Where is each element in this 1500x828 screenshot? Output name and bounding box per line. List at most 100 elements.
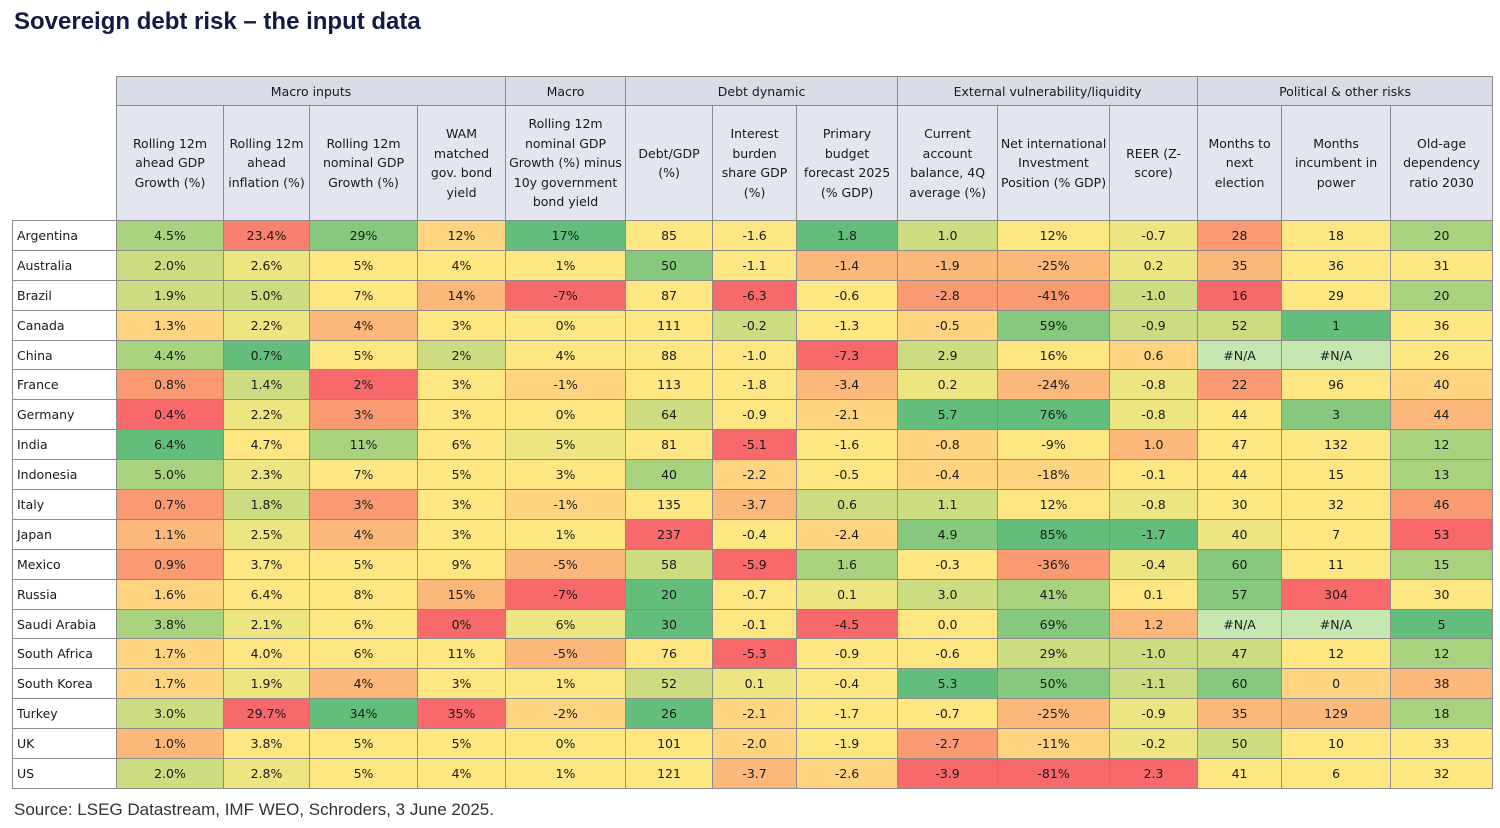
- value-cell: -0.5: [897, 309, 999, 341]
- value-cell: 22: [1197, 369, 1283, 401]
- value-cell: 4.0%: [223, 638, 310, 670]
- value-cell: 20: [625, 578, 714, 610]
- column-header: Rolling 12m ahead GDP Growth (%): [116, 105, 224, 221]
- value-cell: 1.8%: [223, 489, 310, 520]
- value-cell: 0.9%: [116, 548, 224, 580]
- value-cell: 5.0%: [116, 459, 224, 491]
- value-cell: 3.8%: [116, 608, 224, 640]
- value-cell: #N/A: [1197, 608, 1283, 640]
- column-header: REER (Z-score): [1109, 105, 1199, 221]
- value-cell: 3%: [416, 399, 507, 431]
- country-cell: India: [12, 429, 117, 461]
- country-cell: Australia: [12, 249, 117, 281]
- value-cell: -3.4: [796, 369, 899, 401]
- column-header: Primary budget forecast 2025 (% GDP): [796, 105, 899, 221]
- value-cell: 59%: [997, 309, 1111, 341]
- value-cell: 60: [1197, 548, 1283, 580]
- value-cell: 111: [625, 309, 714, 341]
- value-cell: -2.7: [897, 728, 999, 760]
- country-cell: Japan: [12, 518, 117, 550]
- value-cell: 76%: [997, 399, 1111, 431]
- group-header: Debt dynamic: [625, 76, 899, 106]
- value-cell: 0.2: [897, 369, 999, 401]
- value-cell: 16%: [997, 339, 1111, 371]
- value-cell: -1.6: [712, 220, 798, 251]
- value-cell: 3.8%: [223, 728, 310, 760]
- value-cell: #N/A: [1281, 608, 1392, 640]
- country-cell: Mexico: [12, 548, 117, 580]
- value-cell: 132: [1281, 429, 1392, 461]
- value-cell: -1.9: [796, 728, 899, 760]
- value-cell: 11%: [309, 429, 418, 461]
- value-cell: -0.4: [796, 668, 899, 700]
- value-cell: 33: [1390, 728, 1494, 760]
- value-cell: -1%: [505, 489, 627, 520]
- value-cell: 0: [1281, 668, 1392, 700]
- country-cell: Brazil: [12, 279, 117, 311]
- value-cell: -24%: [997, 369, 1111, 401]
- value-cell: 3%: [505, 459, 627, 491]
- value-cell: -2.8: [897, 279, 999, 311]
- value-cell: -5.3: [712, 638, 798, 670]
- value-cell: -0.2: [712, 309, 798, 341]
- value-cell: 1.1%: [116, 518, 224, 550]
- value-cell: -0.1: [712, 608, 798, 640]
- value-cell: 47: [1197, 638, 1283, 670]
- value-cell: 5%: [309, 339, 418, 371]
- value-cell: 3: [1281, 399, 1392, 431]
- value-cell: -7%: [505, 578, 627, 610]
- value-cell: -3.7: [712, 489, 798, 520]
- value-cell: -1.7: [796, 698, 899, 730]
- country-cell: Germany: [12, 399, 117, 431]
- column-header: Interest burden share GDP (%): [712, 105, 798, 221]
- value-cell: -1.6: [796, 429, 899, 461]
- column-header: Net international Investment Position (%…: [997, 105, 1111, 221]
- table-row: US 2.0% 2.8% 5% 4% 1% 121 -3.7 -2.6 -3.9 -81% 2.3 41…: [12, 758, 1494, 789]
- country-cell: UK: [12, 728, 117, 760]
- value-cell: 0.7%: [116, 489, 224, 520]
- value-cell: -0.4: [712, 518, 798, 550]
- value-cell: 7%: [309, 279, 418, 311]
- value-cell: 6%: [309, 638, 418, 670]
- table-row: Russia 1.6% 6.4% 8% 15% -7% 20 -0.7 0.1 3.0 41% 0.1…: [12, 578, 1494, 610]
- value-cell: 81: [625, 429, 714, 461]
- value-cell: 38: [1390, 668, 1494, 700]
- value-cell: 11%: [416, 638, 507, 670]
- value-cell: 3.0%: [116, 698, 224, 730]
- table-row: Argentina 4.5% 23.4% 29% 12% 17% 85 -1.6 1.8 1.0 1…: [12, 220, 1494, 251]
- value-cell: 88: [625, 339, 714, 371]
- country-cell: China: [12, 339, 117, 371]
- value-cell: 0.7%: [223, 339, 310, 371]
- value-cell: 1.0: [1109, 429, 1199, 461]
- group-header: Political & other risks: [1197, 76, 1494, 106]
- value-cell: -2%: [505, 698, 627, 730]
- value-cell: 2.0%: [116, 758, 224, 789]
- value-cell: -1%: [505, 369, 627, 401]
- table-row: Italy 0.7% 1.8% 3% 3% -1% 135 -3.7 0.6 1.1 12% -0.8…: [12, 489, 1494, 520]
- country-cell: Argentina: [12, 220, 117, 251]
- value-cell: 10: [1281, 728, 1392, 760]
- value-cell: 35: [1197, 698, 1283, 730]
- country-cell: Russia: [12, 578, 117, 610]
- value-cell: 3%: [416, 489, 507, 520]
- value-cell: 16: [1197, 279, 1283, 311]
- value-cell: -0.7: [712, 578, 798, 610]
- value-cell: -1.7: [1109, 518, 1199, 550]
- group-header: External vulnerability/liquidity: [897, 76, 1199, 106]
- value-cell: 4%: [309, 518, 418, 550]
- value-cell: -0.5: [796, 459, 899, 491]
- value-cell: 5%: [309, 548, 418, 580]
- value-cell: -36%: [997, 548, 1111, 580]
- value-cell: -0.9: [1109, 309, 1199, 341]
- value-cell: 101: [625, 728, 714, 760]
- page-title: Sovereign debt risk – the input data: [14, 8, 421, 35]
- value-cell: 5: [1390, 608, 1494, 640]
- value-cell: 1.7%: [116, 638, 224, 670]
- value-cell: 4%: [309, 309, 418, 341]
- value-cell: 5%: [309, 249, 418, 281]
- value-cell: -5%: [505, 548, 627, 580]
- value-cell: 58: [625, 548, 714, 580]
- value-cell: -5.1: [712, 429, 798, 461]
- table-row: China 4.4% 0.7% 5% 2% 4% 88 -1.0 -7.3 2.9 16% 0.6 #N…: [12, 339, 1494, 371]
- value-cell: 53: [1390, 518, 1494, 550]
